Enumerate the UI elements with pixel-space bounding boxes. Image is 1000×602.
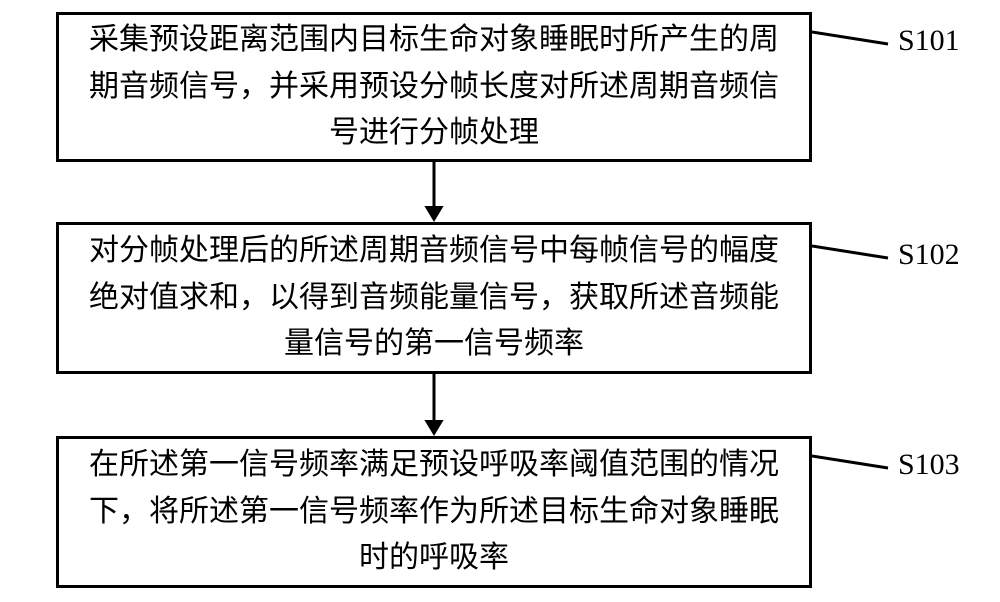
- flow-node-s101: 采集预设距离范围内目标生命对象睡眠时所产生的周期音频信号，并采用预设分帧长度对所…: [56, 12, 812, 162]
- flow-node-s103: 在所述第一信号频率满足预设呼吸率阈值范围的情况下，将所述第一信号频率作为所述目标…: [56, 436, 812, 588]
- leader-s101: [812, 30, 890, 46]
- step-label-s101: S101: [898, 24, 960, 58]
- step-label-s103: S103: [898, 448, 960, 482]
- flowchart-canvas: 采集预设距离范围内目标生命对象睡眠时所产生的周期音频信号，并采用预设分帧长度对所…: [0, 0, 1000, 602]
- arrow-s101-s102: [414, 162, 454, 224]
- step-label-s102: S102: [898, 238, 960, 272]
- flow-node-text: 对分帧处理后的所述周期音频信号中每帧信号的幅度绝对值求和，以得到音频能量信号，获…: [87, 228, 781, 368]
- arrow-s102-s103: [414, 374, 454, 438]
- flow-node-s102: 对分帧处理后的所述周期音频信号中每帧信号的幅度绝对值求和，以得到音频能量信号，获…: [56, 222, 812, 374]
- flow-node-text: 采集预设距离范围内目标生命对象睡眠时所产生的周期音频信号，并采用预设分帧长度对所…: [87, 17, 781, 157]
- leader-s103: [812, 454, 890, 470]
- flow-node-text: 在所述第一信号频率满足预设呼吸率阈值范围的情况下，将所述第一信号频率作为所述目标…: [87, 442, 781, 582]
- leader-s102: [812, 244, 890, 260]
